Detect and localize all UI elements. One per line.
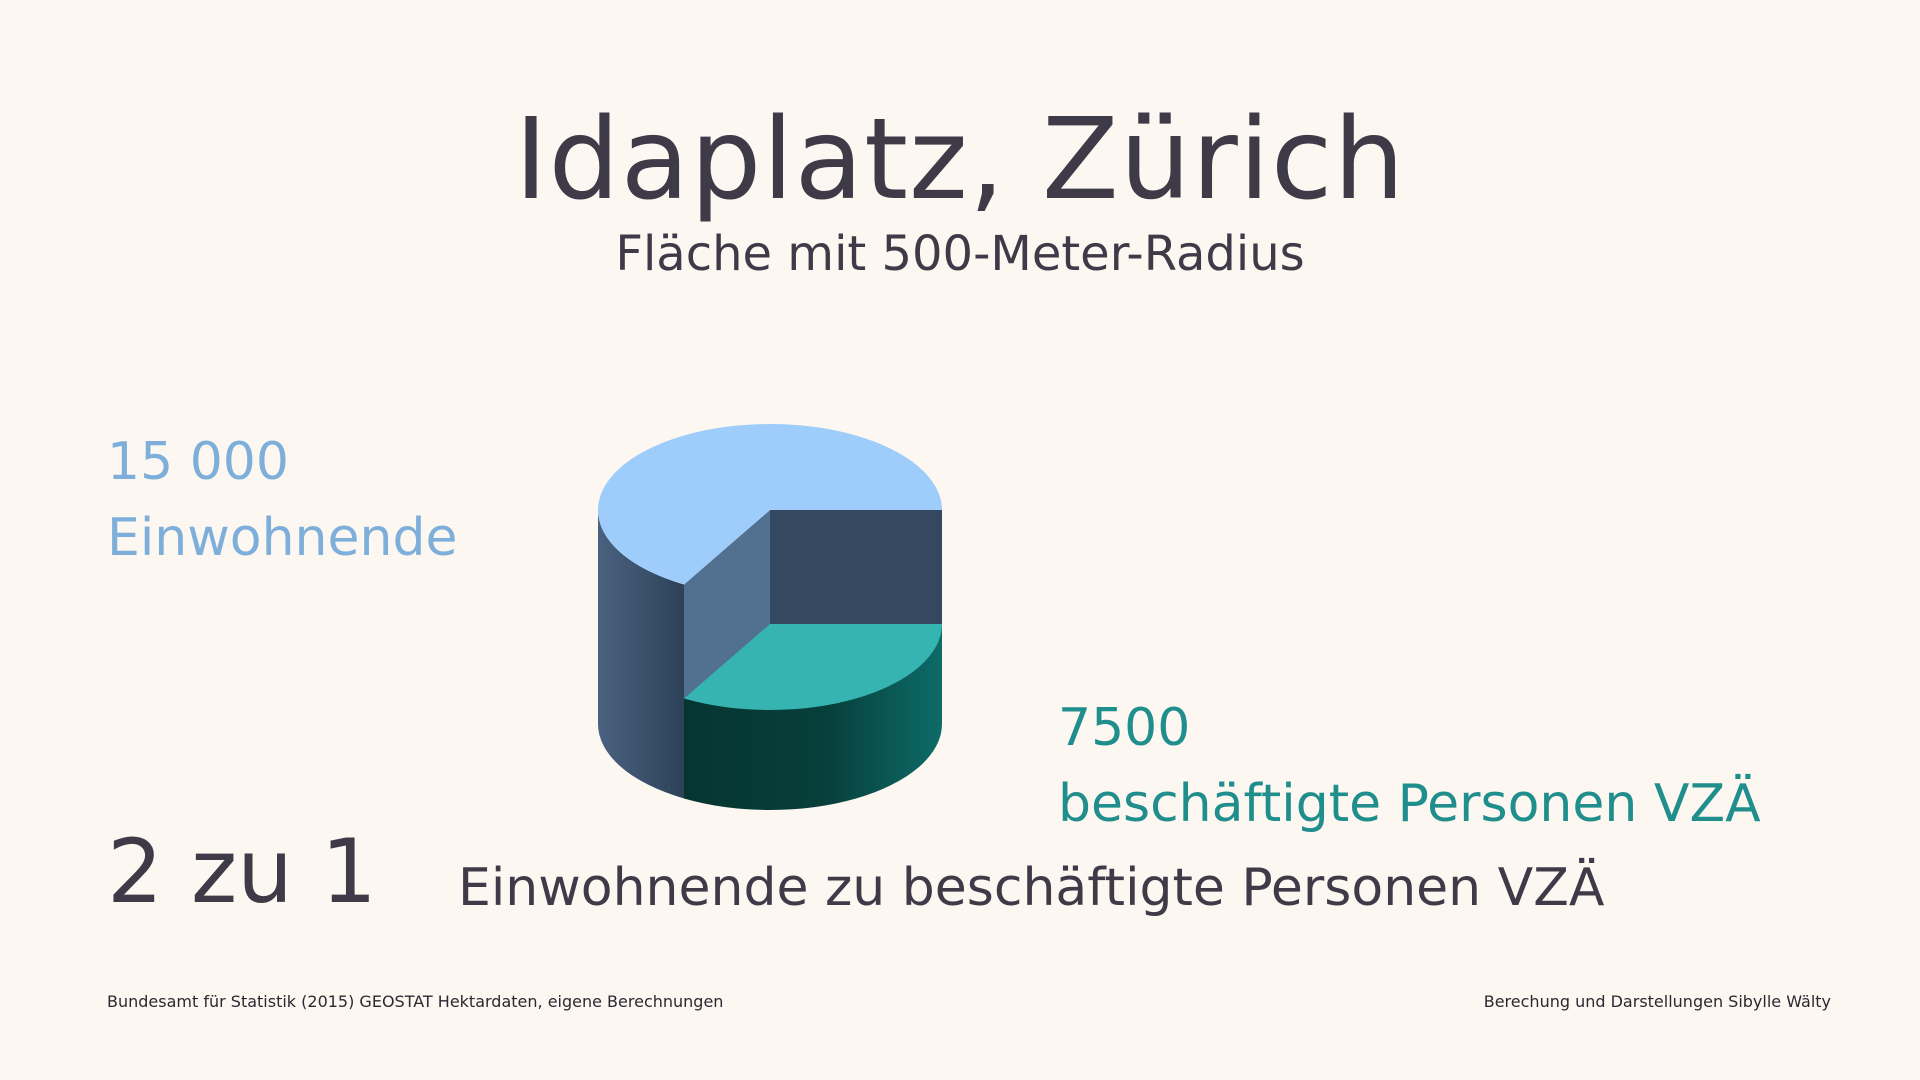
residents-label-group: 15 000 Einwohnende: [107, 424, 457, 576]
source-note: Bundesamt für Statistik (2015) GEOSTAT H…: [107, 992, 724, 1011]
pie-chart: [598, 423, 942, 810]
employees-label: beschäftigte Personen VZÄ: [1058, 774, 1761, 834]
residents-cut-face-back: [770, 510, 942, 624]
credit-note: Berechung und Darstellungen Sibylle Wält…: [1483, 992, 1831, 1011]
residents-top: [598, 423, 942, 585]
residents-value: 15 000: [107, 432, 289, 492]
ratio-label: Einwohnende zu beschäftigte Personen VZÄ: [458, 858, 1605, 918]
employees-value: 7500: [1058, 698, 1191, 758]
ratio-value: 2 zu 1: [107, 820, 377, 923]
residents-label: Einwohnende: [107, 508, 458, 568]
residents-side: [598, 510, 684, 799]
chart-title: Idaplatz, Zürich: [514, 95, 1406, 225]
chart-subtitle: Fläche mit 500-Meter-Radius: [615, 226, 1305, 282]
employees-label-group: 7500 beschäftigte Personen VZÄ: [1058, 690, 1761, 842]
employees-top: [684, 624, 942, 710]
